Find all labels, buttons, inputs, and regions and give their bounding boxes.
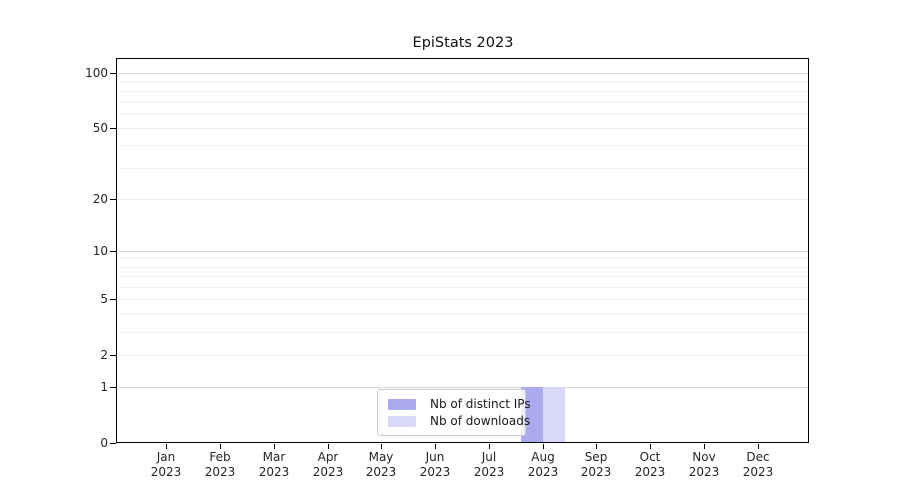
y-tick-label: 1: [100, 380, 108, 394]
y-gridline-minor: [117, 287, 809, 288]
x-tick-mark: [704, 444, 705, 449]
x-tick-label: Feb 2023: [204, 450, 236, 479]
x-tick-mark: [381, 444, 382, 449]
x-tick-mark: [166, 444, 167, 449]
bar-nb-of-distinct-ips: [521, 387, 543, 443]
x-tick-label: Jun 2023: [419, 450, 451, 479]
y-gridline-minor: [117, 101, 809, 102]
legend-entry: Nb of distinct IPs: [384, 397, 531, 411]
legend-swatch: [388, 415, 416, 427]
legend-entry: Nb of downloads: [384, 414, 530, 428]
y-gridline-minor: [117, 267, 809, 268]
x-tick-mark: [758, 444, 759, 449]
legend-swatch: [388, 398, 416, 410]
y-gridline-major: [117, 73, 809, 74]
x-tick-mark: [650, 444, 651, 449]
y-tick-mark: [110, 355, 116, 356]
y-tick-mark: [110, 128, 116, 129]
x-tick-label: Jan 2023: [150, 450, 182, 479]
y-tick-label: 0: [100, 436, 108, 450]
y-tick-mark: [110, 73, 116, 74]
chart-title: EpiStats 2023: [412, 35, 514, 51]
y-tick-mark: [110, 299, 116, 300]
y-gridline-minor: [117, 82, 809, 83]
x-tick-label: Dec 2023: [742, 450, 774, 479]
x-tick-mark: [435, 444, 436, 449]
y-tick-mark: [110, 199, 116, 200]
y-gridline: [117, 128, 809, 129]
y-tick-label: 5: [100, 292, 108, 306]
y-gridline-minor: [117, 114, 809, 115]
x-tick-mark: [220, 444, 221, 449]
y-tick-label: 50: [92, 121, 108, 135]
y-gridline-major: [117, 387, 809, 388]
y-tick-label: 10: [92, 244, 108, 258]
y-gridline-major: [117, 251, 809, 252]
y-gridline-minor: [117, 145, 809, 146]
y-gridline-minor: [117, 258, 809, 259]
x-tick-mark: [274, 444, 275, 449]
x-tick-label: Jul 2023: [473, 450, 505, 479]
y-tick-mark: [110, 443, 116, 444]
y-gridline-minor: [117, 276, 809, 277]
y-gridline-minor: [117, 332, 809, 333]
y-tick-label: 100: [85, 66, 108, 80]
y-gridline-minor: [117, 314, 809, 315]
x-tick-mark: [489, 444, 490, 449]
plot-border: [116, 58, 809, 443]
y-gridline-minor: [117, 168, 809, 169]
legend-label: Nb of distinct IPs: [430, 397, 531, 411]
x-tick-label: May 2023: [365, 450, 397, 479]
y-gridline: [117, 355, 809, 356]
x-tick-label: Oct 2023: [634, 450, 666, 479]
legend-label: Nb of downloads: [430, 414, 531, 428]
x-tick-label: Apr 2023: [312, 450, 344, 479]
x-tick-label: Mar 2023: [258, 450, 290, 479]
legend: Nb of distinct IPs Nb of downloads: [377, 389, 531, 436]
x-tick-mark: [543, 444, 544, 449]
x-tick-mark: [328, 444, 329, 449]
x-tick-label: Aug 2023: [527, 450, 559, 479]
x-tick-label: Sep 2023: [580, 450, 612, 479]
y-gridline: [117, 199, 809, 200]
bar-nb-of-downloads: [543, 387, 565, 443]
x-tick-mark: [596, 444, 597, 449]
y-gridline-minor: [117, 91, 809, 92]
x-tick-label: Nov 2023: [688, 450, 720, 479]
y-tick-mark: [110, 251, 116, 252]
y-tick-mark: [110, 387, 116, 388]
y-tick-label: 20: [92, 192, 108, 206]
y-tick-label: 2: [100, 348, 108, 362]
y-gridline: [117, 299, 809, 300]
